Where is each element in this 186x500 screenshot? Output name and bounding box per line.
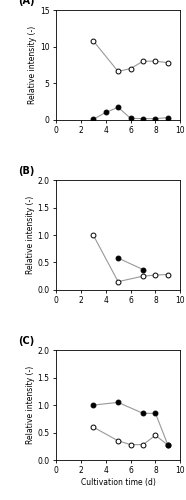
Y-axis label: Relative intensity (-): Relative intensity (-) [26, 196, 35, 274]
Text: (A): (A) [18, 0, 35, 6]
Text: (B): (B) [18, 166, 35, 175]
Y-axis label: Relative intensity (-): Relative intensity (-) [26, 366, 35, 444]
Text: (C): (C) [18, 336, 35, 346]
Y-axis label: Relative intensity (-): Relative intensity (-) [28, 26, 37, 104]
X-axis label: Cultivation time (d): Cultivation time (d) [81, 478, 155, 487]
